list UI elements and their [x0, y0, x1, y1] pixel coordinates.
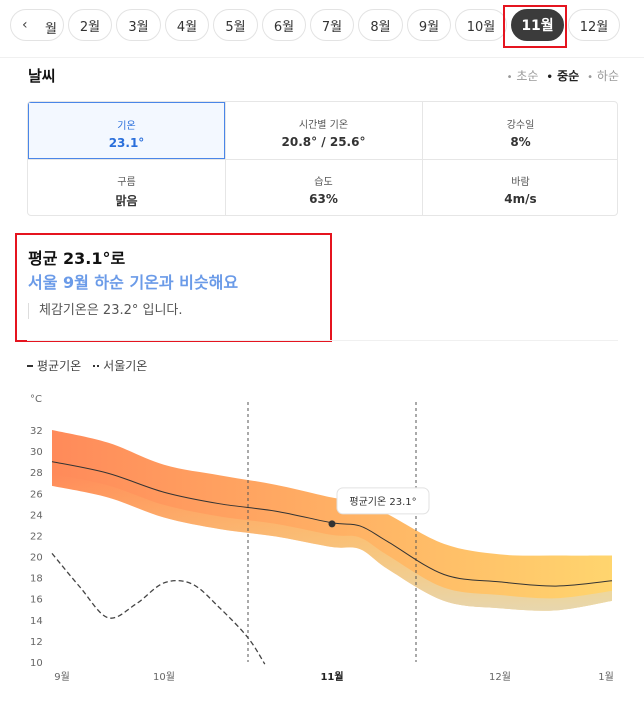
y-tick-label: 14	[30, 616, 43, 627]
y-tick-label: 26	[30, 489, 43, 500]
tooltip-box	[336, 487, 430, 515]
y-tick-label: 28	[30, 468, 43, 479]
cell-temperature[interactable]: 기온 23.1°	[28, 102, 225, 159]
cell-label: 바람	[511, 177, 530, 188]
chart-legend: 평균기온 서울기온	[27, 357, 147, 374]
range-band-low	[52, 473, 612, 611]
cell-cloud[interactable]: 구름 맑음	[28, 159, 225, 215]
month-tab-11[interactable]: 11월	[511, 9, 564, 41]
dotted-line-icon	[93, 364, 100, 367]
cell-label: 구름	[117, 177, 136, 188]
segment-mid[interactable]: • 중순	[546, 67, 579, 84]
cell-value: 20.8° / 25.6°	[281, 135, 366, 149]
y-tick-label: 12	[30, 637, 43, 648]
dot-icon: •	[546, 72, 553, 83]
grid-divider	[225, 102, 226, 215]
x-tick-label: 10월	[153, 671, 175, 683]
month-tab-2[interactable]: 2월	[68, 9, 112, 41]
y-tick-label: 22	[30, 531, 43, 542]
month-tab-6[interactable]: 6월	[262, 9, 306, 41]
month-tab-4[interactable]: 4월	[165, 9, 209, 41]
segment-control: • 초순 • 중순 • 하순	[507, 67, 619, 84]
seoul-line	[51, 552, 266, 665]
highlight-box	[15, 233, 332, 342]
y-tick-label: 30	[30, 447, 43, 458]
average-point[interactable]	[328, 520, 336, 528]
month-tabs: ‹ 월 2월 3월 4월 5월 6월 7월 8월 9월 10월 11월 12월	[0, 0, 644, 54]
x-tick-label: 11월	[320, 671, 343, 683]
y-tick-label: 24	[30, 510, 43, 521]
month-tab-7[interactable]: 7월	[310, 9, 354, 41]
divider	[27, 340, 618, 341]
average-line	[51, 461, 613, 587]
grid-divider	[422, 102, 423, 215]
legend-average: 평균기온	[27, 357, 81, 374]
x-tick-label: 9월	[54, 671, 70, 683]
tooltip-text: 평균기온 23.1°	[349, 496, 416, 508]
y-tick-label: 18	[30, 574, 43, 585]
y-axis-unit: °C	[30, 394, 42, 405]
month-tab-8[interactable]: 8월	[358, 9, 403, 41]
grid-divider	[28, 159, 617, 160]
legend-label: 서울기온	[103, 359, 148, 373]
feels-like-text: 체감기온은 23.2° 입니다.	[28, 303, 183, 319]
month-tab-12[interactable]: 12월	[568, 9, 620, 41]
month-tab-5[interactable]: 5월	[213, 9, 258, 41]
y-tick-label: 20	[30, 553, 43, 564]
cell-label: 시간별 기온	[298, 120, 349, 131]
segment-label: 초순	[516, 69, 539, 83]
cell-value: 8%	[510, 135, 531, 149]
solid-line-icon	[27, 364, 33, 367]
segment-early[interactable]: • 초순	[507, 67, 539, 84]
month-tab-10[interactable]: 10월	[455, 9, 507, 41]
dot-icon: •	[506, 72, 513, 83]
legend-seoul: 서울기온	[93, 357, 147, 374]
month-tab-9[interactable]: 9월	[407, 9, 451, 41]
month-tab-label: 월	[45, 22, 57, 37]
chevron-left-icon[interactable]: ‹	[22, 17, 28, 33]
highlight-box	[503, 5, 567, 48]
y-tick-label: 10	[30, 658, 43, 669]
cell-label: 습도	[314, 177, 333, 188]
weather-grid: 기온 23.1° 시간별 기온 20.8° / 25.6° 강수일 8% 구름 …	[27, 101, 618, 216]
cell-humidity[interactable]: 습도 63%	[225, 159, 422, 215]
temperature-chart: °C 32 30 28 26 24 22 20 18 16 14 12 10 평균기온 23.1° 9월…	[30, 394, 614, 683]
x-tick-label: 12월	[489, 671, 511, 683]
divider	[0, 57, 644, 58]
cell-hourly-temperature[interactable]: 시간별 기온 20.8° / 25.6°	[225, 102, 422, 159]
comparison-text: 서울 9월 하순 기온과 비슷해요	[28, 273, 239, 292]
y-tick-label: 32	[30, 426, 43, 437]
month-prev-chip[interactable]: ‹ 월	[10, 9, 64, 41]
segment-late[interactable]: • 하순	[587, 67, 619, 84]
cell-value: 맑음	[115, 194, 138, 208]
x-tick-label: 1월	[598, 671, 614, 683]
cell-label: 강수일	[506, 120, 535, 131]
month-tab-3[interactable]: 3월	[116, 9, 161, 41]
segment-label: 중순	[557, 69, 580, 83]
cell-value: 63%	[309, 192, 338, 206]
segment-label: 하순	[596, 69, 619, 83]
weather-title: 날씨	[28, 67, 56, 85]
legend-label: 평균기온	[37, 359, 82, 373]
cell-value: 23.1°	[108, 136, 145, 150]
dot-icon: •	[587, 72, 594, 83]
average-temperature-text: 평균 23.1°로	[28, 249, 126, 268]
cell-label: 기온	[117, 121, 136, 132]
cell-value: 4m/s	[504, 192, 537, 206]
y-tick-label: 16	[30, 595, 43, 606]
cell-wind[interactable]: 바람 4m/s	[422, 159, 617, 215]
cell-rain-days[interactable]: 강수일 8%	[422, 102, 617, 159]
